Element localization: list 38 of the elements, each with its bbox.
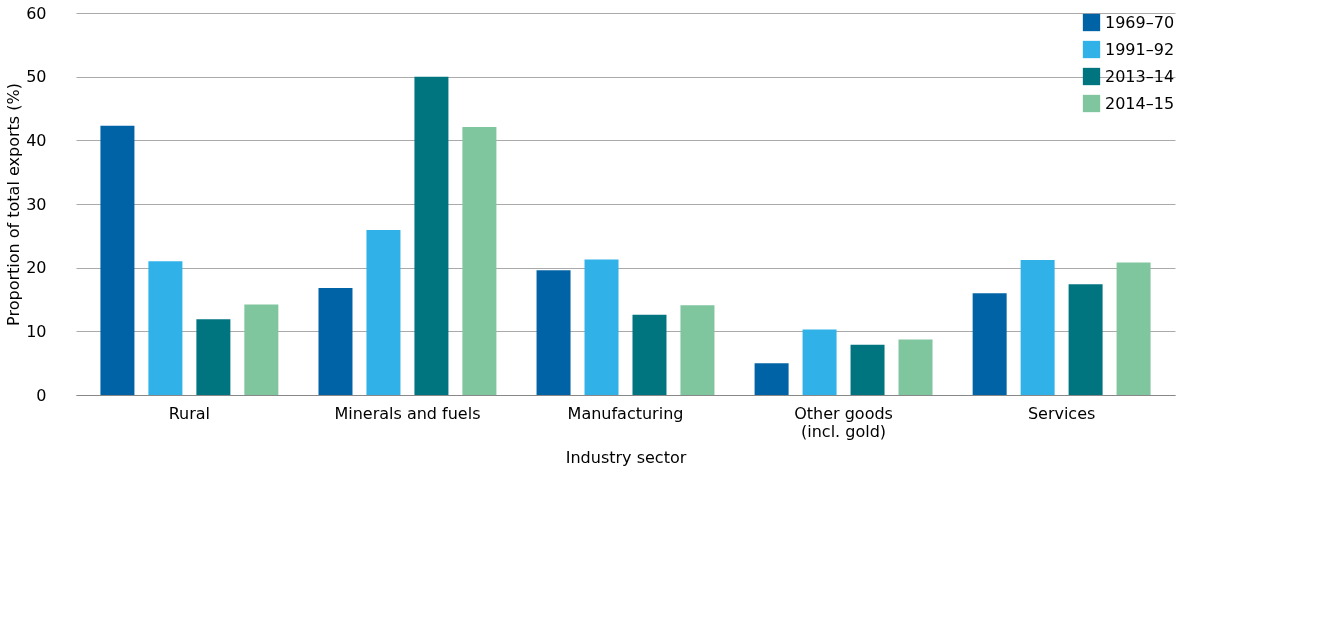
legend-label: 1969–70	[1105, 12, 1175, 32]
y-tick-label: 50	[26, 67, 47, 87]
bar	[1068, 284, 1103, 395]
bar	[462, 126, 497, 395]
y-tick-label: 20	[26, 258, 47, 278]
bar	[850, 344, 885, 395]
bar	[100, 125, 135, 395]
y-tick-label: 10	[26, 321, 47, 341]
legend-label: 2013–14	[1105, 66, 1175, 86]
y-tick-label: 60	[26, 3, 47, 23]
bar	[632, 314, 667, 395]
bar	[802, 329, 837, 395]
bar	[754, 363, 789, 395]
bar	[148, 261, 183, 395]
legend-label: 2014–15	[1105, 93, 1175, 113]
x-tick-label: Other goods (incl. gold)	[794, 403, 893, 441]
bar	[318, 288, 353, 395]
x-tick-label: Rural	[168, 403, 211, 423]
bar	[898, 339, 933, 395]
y-tick-label: 0	[36, 385, 47, 405]
bar	[972, 293, 1007, 395]
y-tick-label: 40	[26, 130, 47, 150]
legend-label: 1991–92	[1105, 39, 1175, 59]
x-tick-label: Services	[1027, 403, 1096, 423]
bar	[680, 305, 715, 395]
bar	[584, 259, 619, 395]
x-axis-title: Industry sector	[565, 447, 687, 467]
bar	[196, 319, 231, 395]
bar	[536, 270, 571, 395]
y-tick-label: 30	[26, 194, 47, 214]
bar	[366, 230, 401, 395]
bar	[1020, 260, 1055, 395]
x-tick-label: Minerals and fuels	[334, 403, 481, 423]
x-tick-label: Manufacturing	[567, 403, 684, 423]
bar	[1116, 262, 1151, 395]
bar	[244, 304, 279, 395]
y-axis-title: Proportion of total exports (%)	[4, 83, 24, 326]
bar	[414, 76, 449, 395]
